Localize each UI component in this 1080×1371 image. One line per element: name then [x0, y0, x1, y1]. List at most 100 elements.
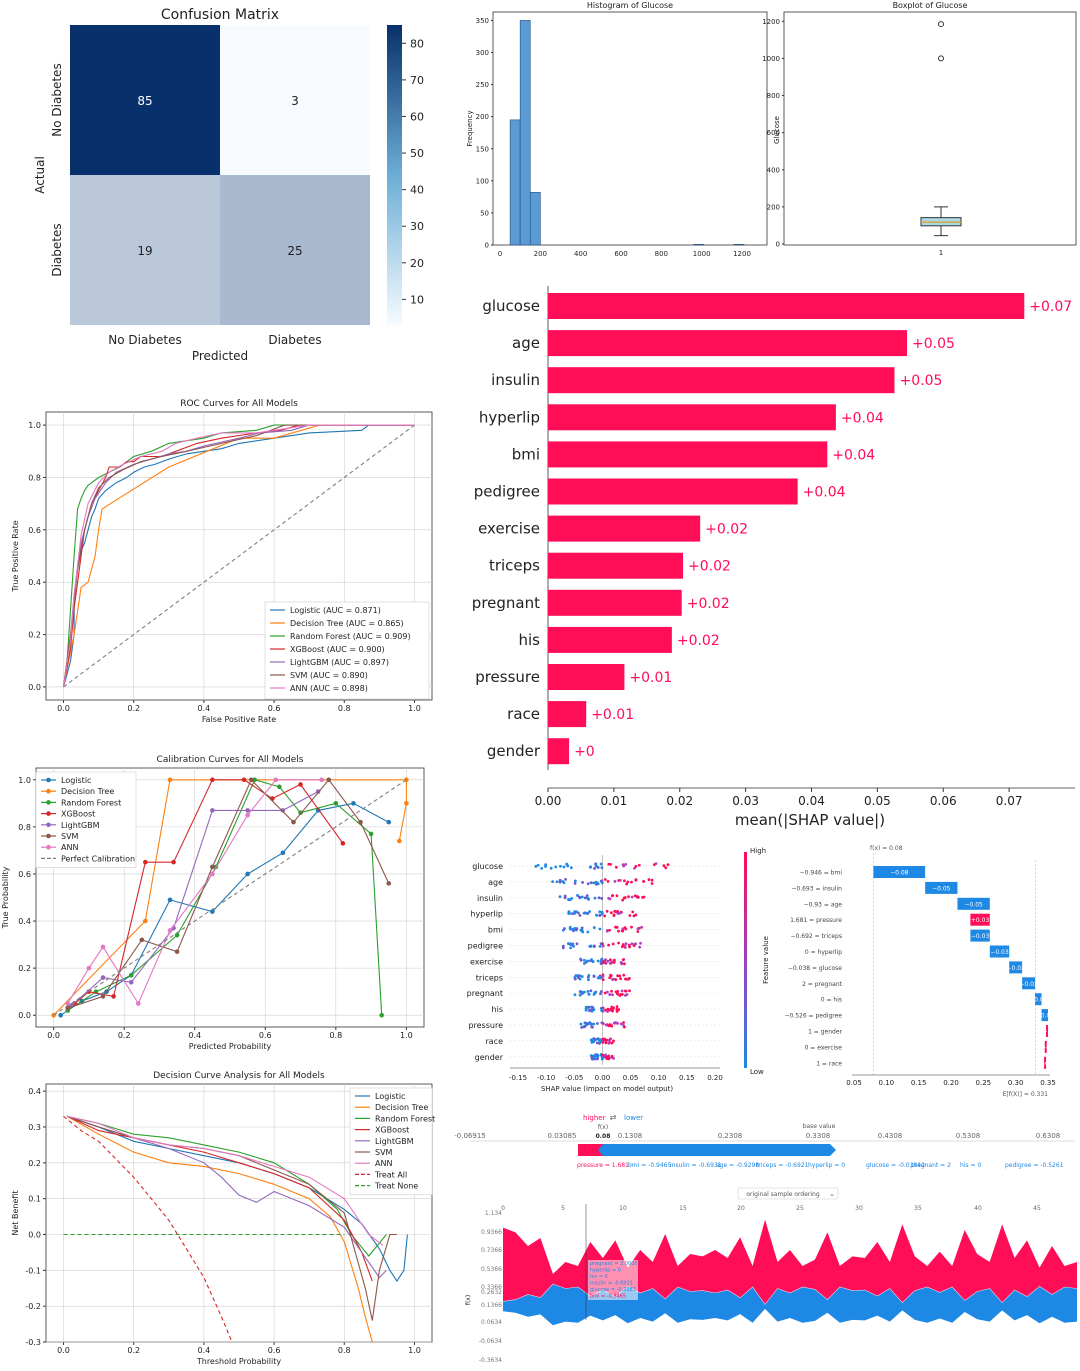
shap-point — [590, 1025, 594, 1029]
x-tick-label: 200 — [534, 250, 547, 258]
series-marker — [368, 831, 374, 837]
x-tick-label: 0.4 — [198, 704, 211, 713]
series-marker — [210, 777, 215, 783]
shap-point — [610, 1005, 614, 1009]
shap-point — [563, 894, 567, 898]
series-marker — [280, 808, 286, 813]
shap-point — [579, 928, 583, 932]
shap-bar — [548, 515, 701, 542]
shap-point — [618, 911, 622, 915]
shap-point — [562, 865, 566, 869]
shap-point — [647, 878, 651, 881]
x-tick-label: 40 — [974, 1205, 982, 1212]
legend-label: Logistic — [61, 776, 91, 785]
shap-point — [585, 1005, 589, 1009]
shap-point — [593, 896, 597, 900]
feature-label: pedigree — [474, 483, 540, 501]
shap-point — [621, 863, 625, 867]
series-line — [66, 1115, 397, 1321]
shap-point — [615, 991, 619, 995]
shap-point — [637, 863, 641, 867]
glucose-boxplot: Boxplot of Glucose 0 200 400 600 800 1000 1200 1… — [762, 1, 1077, 257]
shap-point — [607, 1054, 611, 1058]
x-tick-label: 0.6 — [268, 1346, 281, 1355]
shap-point — [599, 962, 603, 966]
shap-point — [601, 1053, 605, 1057]
waterfall-bar — [873, 866, 926, 878]
bar-value-label: +0.02 — [687, 596, 730, 612]
shap-point — [583, 990, 586, 994]
shap-point — [606, 990, 609, 994]
waterfall-feature-label: −0.946 = bmi — [800, 870, 843, 877]
shap-point — [607, 896, 611, 900]
higher-label: higher — [583, 1114, 606, 1122]
shap-point — [615, 925, 619, 929]
shap-point — [593, 867, 596, 870]
shap-point — [590, 1057, 594, 1061]
shap-point — [593, 991, 597, 995]
histogram-bar — [519, 20, 531, 246]
shap-point — [596, 866, 600, 869]
shap-point — [559, 864, 562, 868]
y-tick-label: 350 — [476, 17, 489, 25]
shap-point — [634, 942, 637, 946]
shap-point — [642, 879, 646, 883]
base-value-label: base value — [803, 1123, 836, 1130]
feature-label: age — [488, 878, 503, 887]
histogram-bar — [693, 244, 704, 246]
series-line — [63, 424, 415, 688]
y-tick-label: 800 — [767, 92, 780, 100]
shap-bar — [548, 293, 1025, 319]
heatmap-cell — [70, 25, 220, 175]
x-tick-label: 0 — [501, 1205, 505, 1212]
x-tick-label: 0.0 — [57, 1346, 70, 1355]
x-tick-label: 0.8 — [338, 704, 351, 713]
shap-point — [620, 945, 624, 949]
shap-stacked-force-plot: original sample ordering ⌄ 0 5 10 15 20 25 30 35 4… — [465, 1187, 1078, 1364]
series-marker — [245, 871, 250, 877]
shap-point — [611, 942, 615, 946]
legend-label: Random Forest — [375, 1114, 435, 1123]
x-tick-label: 1.0 — [400, 1031, 413, 1040]
chart-title: Boxplot of Glucose — [893, 1, 968, 10]
series-line — [67, 778, 390, 1009]
x-tick-label: -0.10 — [537, 1074, 555, 1082]
shap-point — [575, 974, 579, 978]
shap-point — [586, 912, 590, 915]
negative-area — [503, 1284, 1077, 1326]
feature-label: pedigree — [468, 942, 503, 951]
shap-point — [627, 977, 631, 980]
waterfall-value: −0.03 — [990, 949, 1009, 956]
series-line — [63, 1115, 233, 1343]
force-feature-label: pressure = 1.681 — [577, 1162, 629, 1169]
waterfall-value: −0.02 — [1019, 981, 1038, 988]
shap-point — [591, 1006, 595, 1010]
series-line — [70, 791, 319, 1007]
tooltip-label: pregnant = 2.0000 — [590, 1261, 638, 1267]
x-tick-label: 15 — [679, 1205, 687, 1212]
y-tick-label: 0.6 — [28, 526, 41, 535]
shap-point — [623, 962, 626, 966]
shap-point — [587, 897, 591, 901]
shap-point — [597, 896, 601, 900]
shap-point — [619, 977, 623, 981]
fx-label: f(x) = 0.08 — [870, 845, 903, 852]
shap-point — [606, 1007, 610, 1011]
shap-point — [650, 878, 654, 882]
x-tick-label: -0.06915 — [454, 1132, 485, 1140]
series-marker — [298, 782, 303, 787]
colorbar — [387, 25, 402, 325]
legend-label: Treat All — [374, 1170, 407, 1179]
bar-value-label: +0.05 — [900, 373, 943, 389]
shap-point — [630, 895, 634, 899]
x-tick-label: 1 — [939, 249, 943, 257]
shap-point — [600, 897, 604, 900]
series-marker — [171, 859, 176, 865]
feature-label: race — [485, 1037, 503, 1046]
y-tick-label: 0.5366 — [481, 1266, 502, 1273]
waterfall-bar — [1046, 1025, 1049, 1037]
feature-label: insulin — [477, 894, 503, 903]
y-tick-label: 0.2 — [28, 1159, 41, 1168]
shap-point — [600, 1021, 604, 1025]
y-tick-label: 0.8 — [18, 823, 31, 832]
